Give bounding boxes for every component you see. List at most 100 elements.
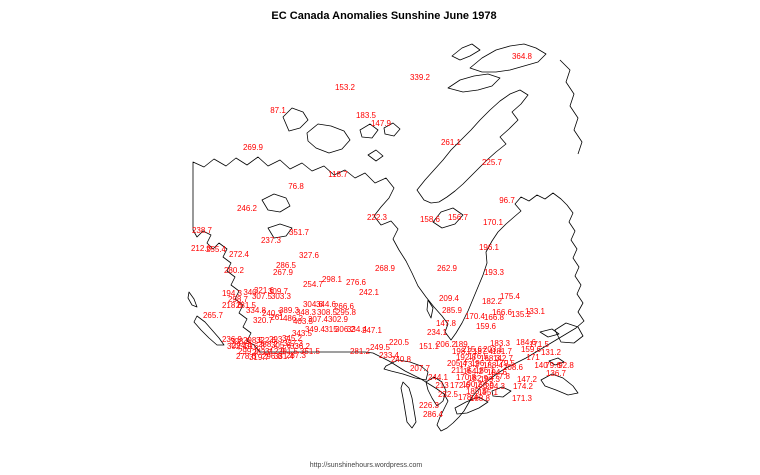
data-label: 315: [324, 325, 338, 334]
data-label: 285.9: [441, 306, 463, 315]
king-william-island: [367, 149, 384, 162]
data-label: 203.1: [482, 345, 504, 354]
data-label: 312.9: [264, 347, 286, 356]
data-label: 233.4: [378, 351, 400, 360]
data-label: 189: [454, 340, 468, 349]
data-label: 194.3: [221, 289, 243, 298]
data-label: 213: [435, 381, 449, 390]
data-label: 170.4: [464, 312, 486, 321]
data-label: 218.6: [221, 301, 243, 310]
nova-scotia: [540, 373, 579, 396]
data-label: 340: [243, 288, 257, 297]
lake-superior: [383, 359, 429, 381]
data-label: 266.6: [333, 302, 355, 311]
data-label: 166.8: [483, 313, 505, 322]
data-label: 331.4: [273, 352, 295, 361]
data-label: 304.6: [302, 300, 324, 309]
data-label: 249.5: [369, 343, 391, 352]
data-label: 349.4: [304, 325, 326, 334]
data-label: 244.1: [427, 373, 449, 382]
data-label: 193.3: [483, 268, 505, 277]
data-label: 309.7: [267, 287, 289, 296]
data-label: 181.7: [491, 347, 513, 356]
data-label: 182.9: [467, 374, 489, 383]
data-label: 351.5: [299, 347, 321, 356]
data-label: 211.8: [451, 366, 471, 375]
data-label: 255.4: [205, 245, 227, 254]
data-label: 351.7: [288, 228, 310, 237]
data-label: 321.6: [253, 286, 275, 295]
lake-ontario: [491, 386, 512, 398]
data-label: 212.6: [190, 244, 212, 253]
data-label: 327.6: [298, 251, 320, 260]
data-label: 140: [534, 361, 548, 370]
data-label: 286.4: [422, 410, 444, 419]
data-label: 171.5: [528, 340, 550, 349]
data-label: 158.6: [419, 215, 441, 224]
data-label: 286.5: [275, 261, 297, 270]
data-label: 188.4: [482, 361, 504, 370]
data-label: 306.2: [334, 325, 356, 334]
vancouver-island: [193, 315, 225, 346]
data-label: 240.8: [390, 355, 412, 364]
data-label: 196.1: [478, 243, 500, 252]
anticosti-island: [539, 328, 560, 338]
data-label: 302.9: [327, 315, 349, 324]
data-label: 237.3: [260, 236, 282, 245]
data-label: 327.3: [282, 339, 304, 348]
data-label: 302.4: [226, 342, 248, 351]
data-label: 205.4: [446, 359, 468, 368]
data-label: 204.3: [484, 382, 506, 391]
data-label: 133.1: [524, 307, 546, 316]
data-label: 208.6: [502, 363, 524, 372]
data-label: 276.6: [345, 278, 367, 287]
data-label: 293.7: [268, 335, 290, 344]
data-label: 308.9: [229, 337, 251, 346]
data-label: 171.3: [511, 394, 533, 403]
data-label: 320.7: [252, 316, 274, 325]
data-label: 262.9: [436, 264, 458, 273]
data-label: 319.7: [248, 353, 270, 362]
data-label: 261: [270, 313, 284, 322]
data-label: 343.5: [291, 329, 313, 338]
devon-island: [447, 73, 501, 93]
great-bear-lake: [261, 193, 291, 213]
data-label: 403.5: [292, 317, 314, 326]
data-label: 183.3: [489, 339, 511, 348]
data-label: 215.6: [461, 345, 483, 354]
data-label: 179.5: [494, 359, 516, 368]
data-label: 173.2: [458, 360, 480, 369]
data-label: 254.7: [302, 280, 324, 289]
data-label: 322.6: [255, 336, 277, 345]
data-label: 199.3: [479, 375, 501, 384]
prince-of-wales-island: [359, 123, 379, 139]
data-label: 168.3: [479, 354, 501, 363]
data-label: 225.7: [481, 158, 503, 167]
data-label: 175.4: [499, 292, 521, 301]
data-label: 188.8: [469, 394, 491, 403]
data-label: 198.2: [451, 347, 473, 356]
data-label: 234.1: [426, 328, 448, 337]
data-label: 345.2: [281, 334, 303, 343]
data-label: 184.6: [515, 338, 537, 347]
data-label: 288.2: [257, 340, 279, 349]
data-label: 267.9: [272, 268, 294, 277]
data-label: 247.1: [361, 326, 383, 335]
data-label: 147.9: [370, 119, 392, 128]
data-label: 159.6: [520, 345, 542, 354]
data-label: 334.8: [245, 306, 267, 315]
chart-title: EC Canada Anomalies Sunshine June 1978: [271, 10, 497, 22]
data-label: 147.8: [435, 319, 457, 328]
prince-edward-island: [548, 357, 565, 366]
data-label: 177.8: [489, 372, 511, 381]
data-label: 280.2: [223, 266, 245, 275]
data-label: 156.7: [447, 213, 469, 222]
data-label: 278.6: [235, 352, 257, 361]
data-label: 269.9: [242, 143, 264, 152]
data-label: 265.7: [202, 311, 224, 320]
greenland-coast: [559, 59, 583, 155]
data-label: 187.4: [472, 347, 494, 356]
